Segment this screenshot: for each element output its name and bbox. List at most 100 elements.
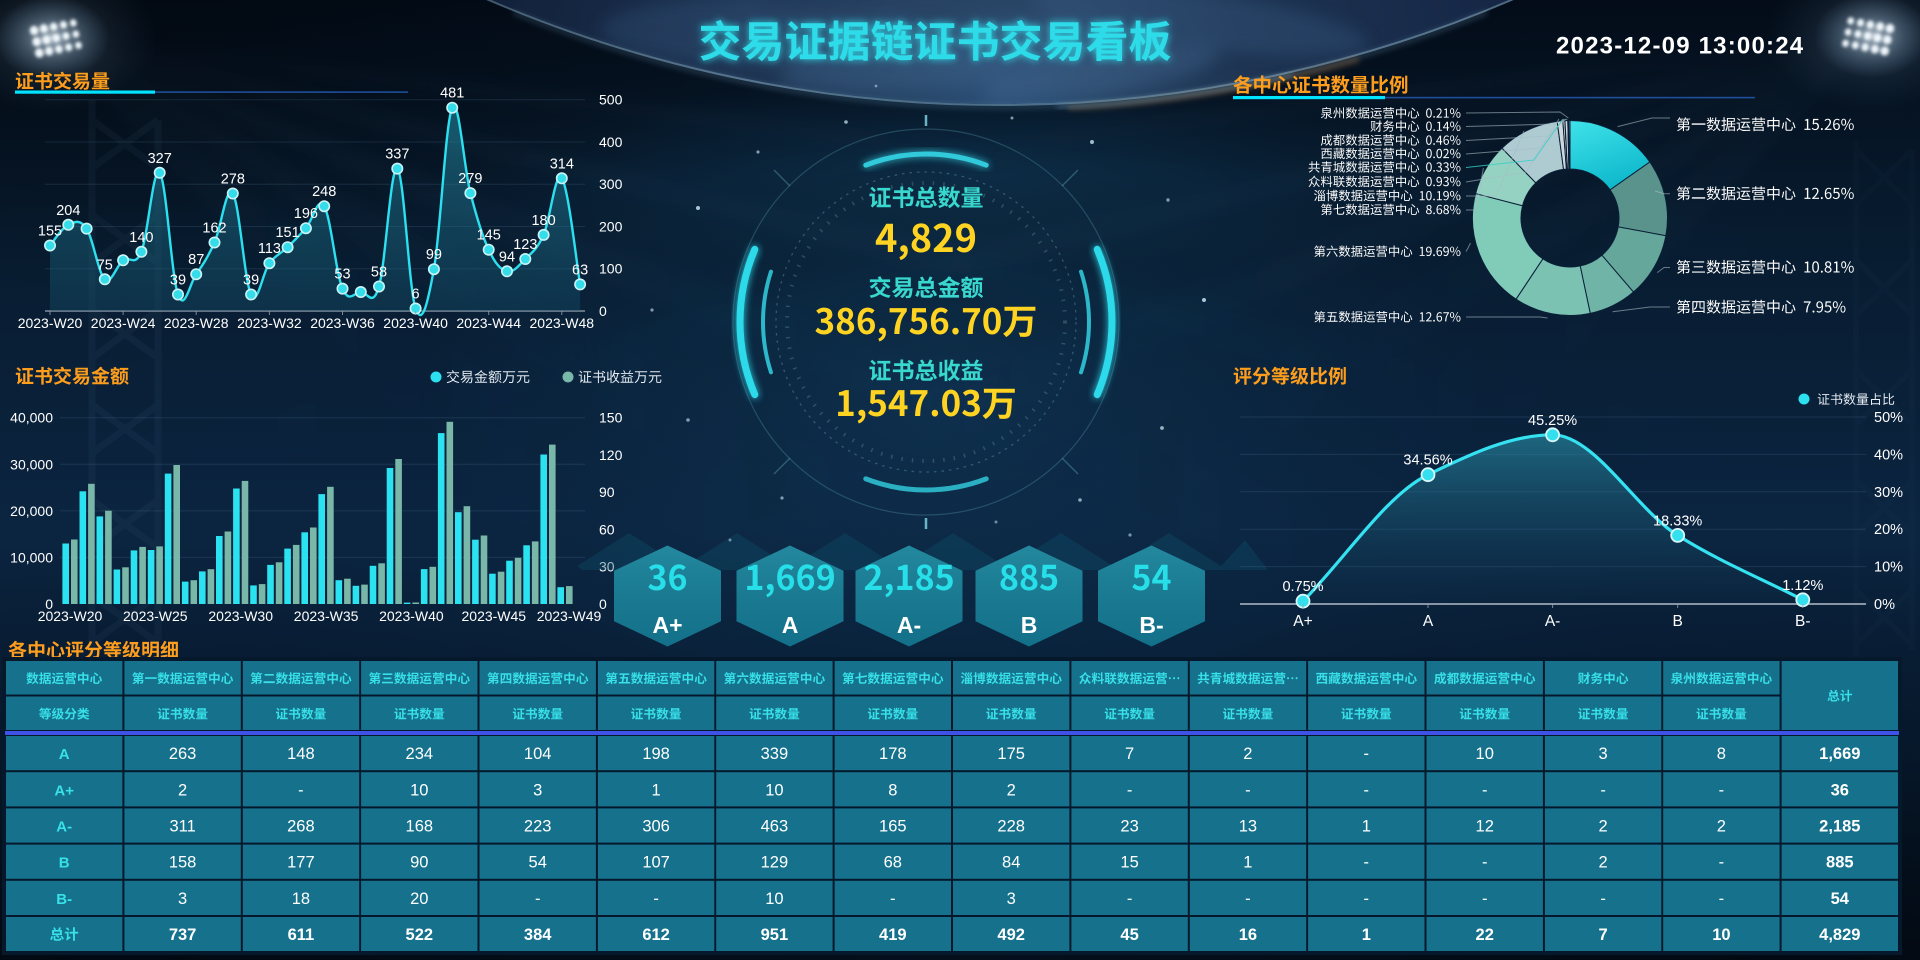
svg-text:2023-W49: 2023-W49	[537, 608, 602, 624]
svg-text:10: 10	[765, 781, 783, 799]
svg-text:0%: 0%	[1874, 597, 1895, 613]
svg-text:20%: 20%	[1874, 522, 1903, 538]
svg-text:39: 39	[170, 273, 186, 289]
svg-text:99: 99	[426, 247, 442, 263]
svg-text:155: 155	[38, 224, 62, 240]
svg-text:-: -	[1719, 781, 1725, 799]
svg-text:-: -	[298, 781, 304, 799]
svg-text:A-: A-	[56, 819, 72, 836]
svg-text:951: 951	[761, 926, 789, 944]
svg-text:-: -	[1245, 890, 1251, 908]
svg-text:-: -	[1364, 890, 1370, 908]
svg-text:-: -	[1245, 781, 1251, 799]
svg-text:A+: A+	[54, 782, 74, 799]
svg-text:84: 84	[1002, 854, 1020, 872]
svg-text:10,000: 10,000	[10, 549, 53, 565]
svg-text:612: 612	[642, 926, 670, 944]
svg-text:314: 314	[550, 156, 574, 172]
svg-text:58: 58	[371, 265, 387, 281]
svg-text:2023-12-09 13:00:24: 2023-12-09 13:00:24	[1556, 33, 1804, 60]
svg-text:737: 737	[169, 926, 197, 944]
svg-text:18: 18	[292, 890, 310, 908]
svg-text:18.33%: 18.33%	[1653, 513, 1702, 529]
svg-text:60: 60	[599, 522, 615, 538]
svg-text:B: B	[59, 855, 70, 872]
svg-text:419: 419	[879, 926, 907, 944]
svg-text:-: -	[1719, 890, 1725, 908]
svg-text:87: 87	[188, 252, 204, 268]
svg-text:A+: A+	[652, 612, 682, 638]
svg-text:3: 3	[533, 781, 542, 799]
svg-text:151: 151	[275, 225, 299, 241]
svg-text:2023-W30: 2023-W30	[208, 608, 273, 624]
svg-text:8: 8	[1717, 745, 1726, 763]
svg-text:113: 113	[258, 241, 281, 257]
svg-text:263: 263	[169, 745, 197, 763]
svg-text:B: B	[1021, 612, 1038, 638]
svg-text:204: 204	[56, 203, 80, 219]
svg-text:500: 500	[599, 92, 623, 108]
svg-text:-: -	[1600, 890, 1606, 908]
svg-text:2: 2	[178, 781, 187, 799]
svg-text:2: 2	[1599, 854, 1608, 872]
svg-text:279: 279	[458, 171, 482, 187]
svg-text:B-: B-	[1795, 613, 1811, 630]
svg-text:522: 522	[406, 926, 434, 944]
svg-text:34.56%: 34.56%	[1403, 453, 1452, 469]
svg-text:129: 129	[761, 854, 789, 872]
svg-text:-: -	[1482, 854, 1488, 872]
svg-text:B: B	[1673, 613, 1683, 630]
svg-text:168: 168	[406, 818, 434, 836]
svg-text:22: 22	[1476, 926, 1494, 944]
svg-text:15: 15	[1120, 854, 1138, 872]
svg-text:234: 234	[406, 745, 434, 763]
svg-text:75: 75	[97, 257, 113, 273]
svg-text:23: 23	[1120, 818, 1138, 836]
svg-text:2023-W35: 2023-W35	[294, 608, 359, 624]
svg-text:-: -	[1364, 781, 1370, 799]
svg-text:45: 45	[1120, 926, 1138, 944]
svg-text:885: 885	[1826, 854, 1854, 872]
svg-text:-: -	[535, 890, 541, 908]
svg-text:A+: A+	[1293, 613, 1312, 630]
svg-text:10: 10	[410, 781, 428, 799]
svg-text:2023-W36: 2023-W36	[310, 315, 375, 331]
svg-text:2023-W40: 2023-W40	[383, 315, 448, 331]
svg-text:13: 13	[1239, 818, 1257, 836]
svg-text:175: 175	[997, 745, 1025, 763]
svg-text:3: 3	[1599, 745, 1608, 763]
svg-text:481: 481	[440, 86, 464, 102]
svg-text:268: 268	[287, 818, 315, 836]
svg-text:40%: 40%	[1874, 447, 1903, 463]
svg-text:54: 54	[529, 854, 547, 872]
svg-text:2023-W20: 2023-W20	[38, 608, 103, 624]
svg-text:A: A	[1423, 613, 1434, 630]
svg-text:2023-W25: 2023-W25	[123, 608, 188, 624]
svg-text:463: 463	[761, 818, 789, 836]
svg-text:311: 311	[169, 818, 195, 836]
svg-text:30%: 30%	[1874, 485, 1903, 501]
svg-text:107: 107	[642, 854, 670, 872]
svg-text:1: 1	[1243, 854, 1252, 872]
svg-text:198: 198	[642, 745, 670, 763]
svg-text:2023-W45: 2023-W45	[462, 608, 527, 624]
svg-text:10: 10	[1712, 926, 1730, 944]
svg-text:20: 20	[410, 890, 428, 908]
svg-text:306: 306	[642, 818, 670, 836]
svg-text:-: -	[1482, 781, 1488, 799]
svg-text:158: 158	[169, 854, 197, 872]
svg-text:54: 54	[1831, 890, 1850, 908]
svg-text:30,000: 30,000	[10, 456, 53, 472]
svg-text:50%: 50%	[1874, 410, 1903, 426]
svg-text:150: 150	[599, 410, 623, 426]
svg-text:90: 90	[410, 854, 428, 872]
svg-text:3: 3	[1007, 890, 1016, 908]
svg-text:-: -	[1719, 854, 1725, 872]
svg-text:196: 196	[294, 206, 318, 222]
svg-text:7: 7	[1599, 926, 1608, 944]
svg-text:278: 278	[221, 172, 245, 188]
svg-text:-: -	[1127, 890, 1133, 908]
svg-text:40,000: 40,000	[10, 410, 53, 426]
svg-text:A: A	[782, 612, 799, 638]
svg-text:4,829: 4,829	[1819, 926, 1860, 944]
